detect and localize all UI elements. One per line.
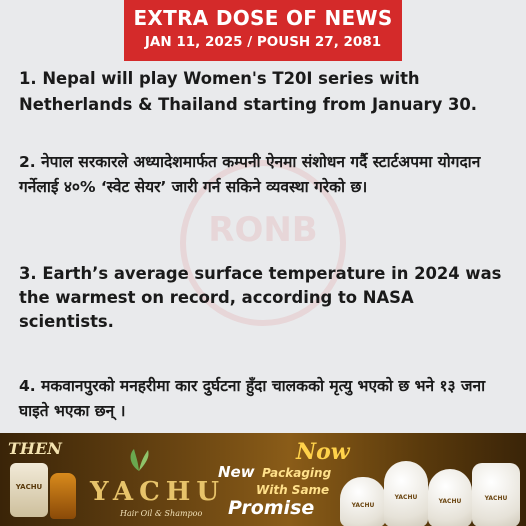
product-label: YACHU — [438, 498, 462, 505]
header-title: EXTRA DOSE OF NEWS — [133, 6, 393, 30]
news-item-2: 2. नेपाल सरकारले अध्यादेशमार्फत कम्पनी ऐ… — [19, 153, 481, 196]
old-product-jar: YACHU — [10, 463, 48, 517]
news-item-4: 4. मकवानपुरको मनहरीमा कार दुर्घटना हुँदा… — [19, 377, 486, 420]
ad-promise-label: Promise — [228, 497, 315, 519]
product-label: YACHU — [351, 502, 375, 509]
news-item-3: 3. Earth’s average surface temperature i… — [19, 264, 502, 331]
new-product-2: YACHU — [384, 461, 428, 526]
yachu-advertisement[interactable]: THEN YACHU YACHU Hair Oil & Shampoo Now … — [0, 433, 526, 526]
leaf-logo-icon — [130, 449, 149, 471]
header-banner: EXTRA DOSE OF NEWS JAN 11, 2025 / POUSH … — [124, 0, 402, 61]
jar-label: YACHU — [15, 483, 43, 491]
ad-now-label: Now — [296, 439, 350, 465]
product-label: YACHU — [394, 494, 418, 501]
ad-with-same-label: With Same — [256, 483, 330, 497]
product-label: YACHU — [484, 495, 508, 502]
ad-new-label: New — [218, 463, 255, 481]
ad-tagline: Hair Oil & Shampoo — [120, 509, 203, 518]
new-product-1: YACHU — [340, 477, 386, 526]
new-product-3: YACHU — [428, 469, 472, 526]
ad-packaging-label: Packaging — [262, 466, 332, 480]
old-oil-bottle — [50, 473, 76, 519]
watermark-text: RONB — [208, 210, 318, 250]
header-date: JAN 11, 2025 / POUSH 27, 2081 — [144, 34, 382, 50]
ronb-watermark-logo: RONB — [180, 160, 346, 326]
ad-brand: YACHU — [90, 477, 226, 507]
news-item-1: 1. Nepal will play Women's T20I series w… — [19, 69, 478, 114]
ad-then-label: THEN — [8, 439, 62, 458]
new-product-4: YACHU — [472, 463, 520, 526]
